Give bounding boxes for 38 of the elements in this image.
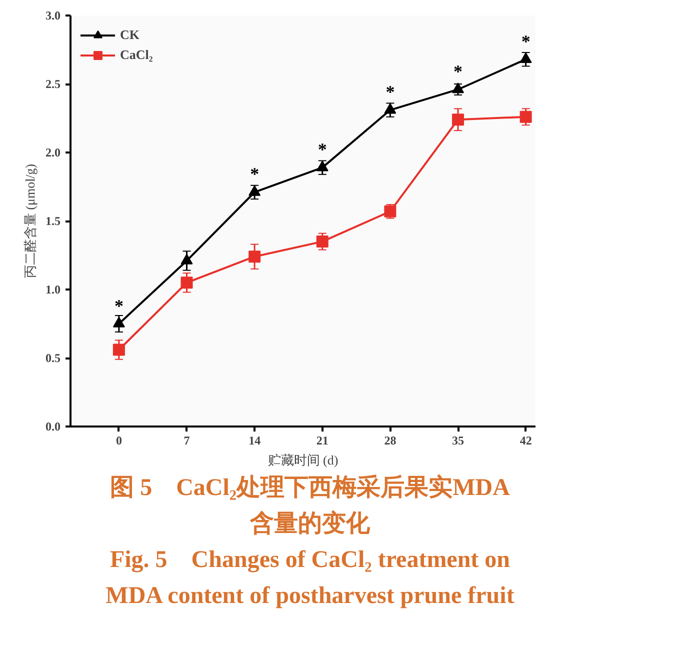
x-tick-label: 14	[248, 434, 261, 448]
y-axis-title: 丙二醛含量 (μmol/g)	[22, 164, 38, 278]
point	[520, 110, 532, 123]
point	[180, 254, 193, 264]
y-tick-label: 1.0	[46, 282, 60, 296]
annotation: *	[114, 296, 124, 316]
y-tick-label: 3.0	[46, 8, 60, 22]
point	[112, 344, 125, 356]
text: Fig. 5 Changes of CaCl₂ treatment on MDA content of postharvest prune fruit	[104, 546, 516, 611]
point	[384, 103, 396, 114]
legend-label: CaCl₂	[120, 47, 153, 63]
y-tick-label: 0.0	[46, 420, 60, 434]
x-axis-title: 贮藏时间 (d)	[268, 452, 338, 468]
y-tick-label: 2.0	[46, 146, 60, 160]
x-tick-label: 28	[384, 434, 396, 448]
x-tick-label: 35	[452, 434, 464, 448]
y-tick-label: 1.5	[46, 214, 60, 228]
x-tick-label: 7	[184, 434, 190, 448]
x-tick-label: 21	[316, 434, 328, 448]
y-tick-label: 0.5	[46, 351, 60, 365]
annotation: *	[318, 140, 327, 160]
text: 图 5 CaCl₂处理下西梅采后果实MDA 含量的变化	[109, 473, 511, 539]
y-tick-label: 2.5	[46, 77, 60, 91]
annotation: *	[386, 82, 395, 102]
point	[316, 236, 328, 248]
point	[520, 52, 532, 64]
point	[180, 276, 193, 289]
annotation: *	[454, 61, 462, 82]
x-tick-label: 42	[520, 434, 532, 448]
annotation: *	[250, 164, 260, 184]
legend-label: CK	[120, 27, 140, 43]
point	[248, 250, 261, 263]
point	[316, 160, 328, 172]
point	[452, 114, 464, 126]
annotation: *	[521, 31, 530, 52]
x-tick-label: 0	[116, 434, 122, 448]
point	[452, 82, 464, 94]
point	[248, 185, 261, 196]
